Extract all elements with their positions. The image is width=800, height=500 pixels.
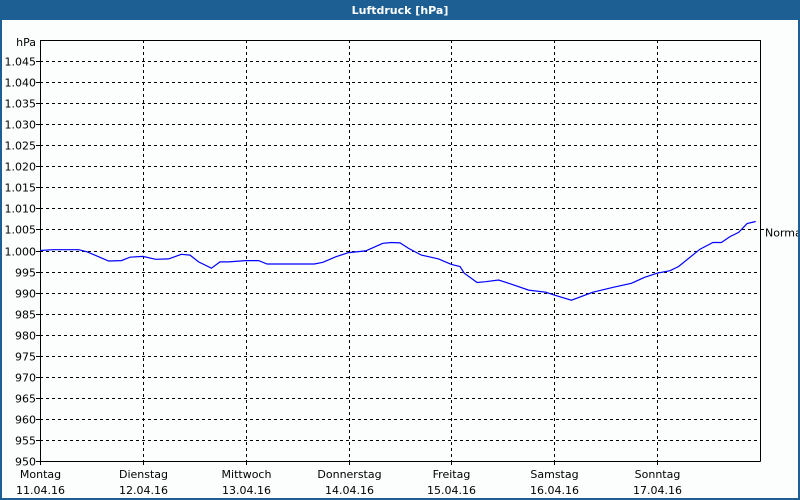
y-tick-label: 980	[15, 330, 36, 343]
y-tick-label: 1.020	[5, 161, 37, 174]
y-tick-label: 955	[15, 435, 36, 448]
y-tick-label: 1.005	[5, 224, 37, 237]
x-tick-day: Samstag	[530, 468, 578, 481]
pressure-line	[39, 220, 756, 301]
y-tick-label: 990	[15, 288, 36, 301]
normal-marker-label: Normal	[765, 227, 798, 240]
y-tick-label: 1.040	[5, 77, 37, 90]
x-tick-day: Freitag	[433, 468, 471, 481]
y-tick-label: 1.000	[5, 246, 37, 259]
x-tick-day: Dienstag	[119, 468, 168, 481]
y-tick-label: 1.045	[5, 56, 37, 69]
y-tick-label: 1.030	[5, 119, 37, 132]
x-tick-date: 15.04.16	[427, 484, 476, 497]
x-tick-date: 16.04.16	[530, 484, 579, 497]
y-tick-label: 1.010	[5, 203, 37, 216]
y-tick-label: 1.025	[5, 140, 37, 153]
y-tick-label: 965	[15, 393, 36, 406]
y-tick-label: 995	[15, 267, 36, 280]
x-tick-day: Montag	[20, 468, 61, 481]
chart-canvas: 950 955 960 965 970 975 980 985 990 995 1.000 1.005…	[2, 20, 798, 498]
x-tick-date: 12.04.16	[119, 484, 168, 497]
x-tick-day: Sonntag	[635, 468, 681, 481]
y-tick-label: 1.015	[5, 182, 37, 195]
y-tick-label: 975	[15, 351, 36, 364]
y-tick-label: 970	[15, 372, 36, 385]
x-tick-day: Mittwoch	[222, 468, 272, 481]
x-tick-date: 17.04.16	[633, 484, 682, 497]
x-tick-date: 11.04.16	[16, 484, 65, 497]
y-tick-label: 985	[15, 309, 36, 322]
x-tick-day: Donnerstag	[317, 468, 381, 481]
pressure-chart: 950 955 960 965 970 975 980 985 990 995 1.000 1.005…	[5, 36, 799, 497]
y-axis-label: hPa	[16, 36, 36, 49]
y-tick-label: 950	[15, 456, 36, 469]
y-tick-label: 1.035	[5, 98, 37, 111]
x-tick-date: 13.04.16	[222, 484, 271, 497]
x-tick-date: 14.04.16	[325, 484, 374, 497]
y-tick-label: 960	[15, 414, 36, 427]
chart-title: Luftdruck [hPa]	[351, 4, 449, 17]
